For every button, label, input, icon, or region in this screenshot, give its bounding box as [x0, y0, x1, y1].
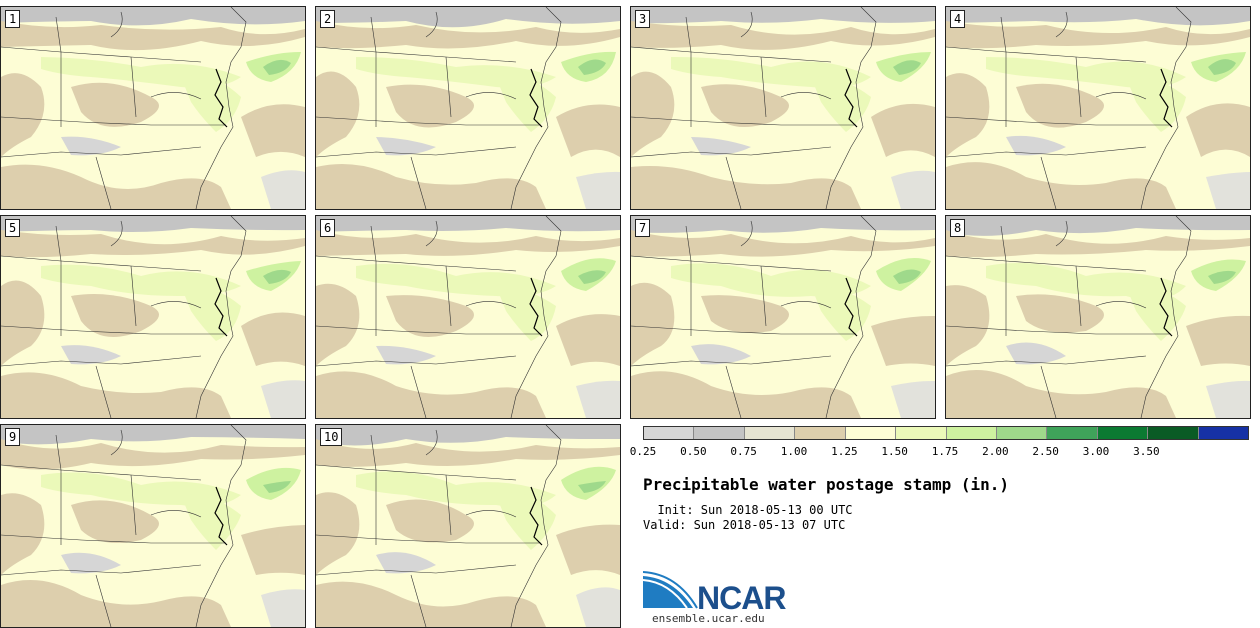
colorbar-tick-label: 1.75: [931, 445, 959, 458]
colorbar-segment: [945, 427, 996, 439]
colorbar-segment: [995, 427, 1047, 439]
colorbar-tick-label: 2.50: [1032, 445, 1059, 458]
colorbar-segment: [644, 427, 694, 439]
member-number: 10: [320, 428, 343, 446]
member-number: 7: [635, 219, 651, 237]
ncar-logo-icon: [643, 571, 698, 609]
member-number: 2: [320, 10, 336, 28]
member-map-4: 4: [945, 6, 1251, 210]
member-number: 5: [5, 219, 21, 237]
member-map-8: 8: [945, 215, 1251, 419]
member-number: 6: [320, 219, 336, 237]
colorbar-segment: [895, 427, 946, 439]
member-number: 8: [950, 219, 966, 237]
member-map-3: 3: [630, 6, 936, 210]
colorbar: [643, 426, 1249, 440]
colorbar-segment: [693, 427, 744, 439]
init-time: Init: Sun 2018-05-13 00 UTC: [643, 503, 853, 517]
ncar-logo-text: NCAR: [697, 580, 786, 616]
colorbar-segment: [1147, 427, 1198, 439]
member-map-5: 5: [0, 215, 306, 419]
member-map-10: 10: [315, 424, 621, 628]
valid-time: Valid: Sun 2018-05-13 07 UTC: [643, 518, 846, 532]
member-map-6: 6: [315, 215, 621, 419]
member-map-2: 2: [315, 6, 621, 210]
colorbar-tick-label: 0.25: [629, 445, 657, 458]
colorbar-segment: [1197, 427, 1249, 439]
colorbar-tick-label: 1.50: [881, 445, 908, 458]
colorbar-segment: [794, 427, 845, 439]
colorbar-tick-label: 3.00: [1082, 445, 1110, 458]
colorbar-tick-label: 3.50: [1133, 445, 1160, 458]
member-number: 9: [5, 428, 21, 446]
colorbar-segment: [743, 427, 795, 439]
colorbar-tick-label: 0.75: [730, 445, 757, 458]
colorbar-tick-label: 0.50: [680, 445, 707, 458]
colorbar-tick-label: 2.00: [982, 445, 1009, 458]
member-number: 1: [5, 10, 21, 28]
member-number: 4: [950, 10, 966, 28]
member-map-7: 7: [630, 215, 936, 419]
plot-title: Precipitable water postage stamp (in.): [643, 475, 1010, 494]
member-map-9: 9: [0, 424, 306, 628]
colorbar-tick-label: 1.25: [831, 445, 858, 458]
colorbar-segment: [1096, 427, 1148, 439]
colorbar-tick-label: 1.00: [780, 445, 808, 458]
colorbar-segment: [1046, 427, 1097, 439]
member-map-1: 1: [0, 6, 306, 210]
member-number: 3: [635, 10, 651, 28]
colorbar-segment: [844, 427, 896, 439]
site-url: ensemble.ucar.edu: [652, 612, 765, 625]
